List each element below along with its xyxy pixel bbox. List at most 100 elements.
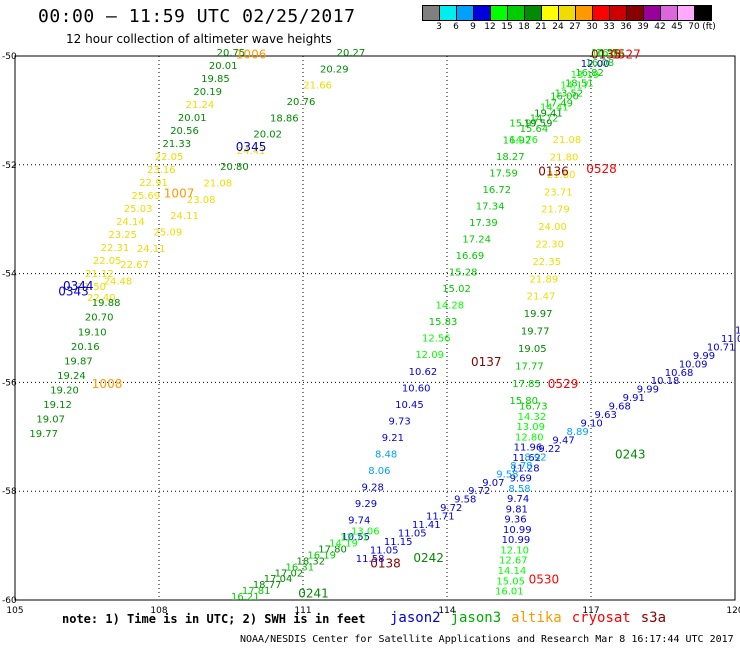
wave-height-value: 24.11 — [137, 244, 166, 255]
longitude-label: 120 — [726, 606, 740, 616]
wave-height-value: 10.71 — [707, 342, 736, 353]
wave-height-value: 9.99 — [637, 385, 659, 396]
longitude-label: 117 — [582, 606, 599, 616]
latitude-label: -54 — [2, 270, 17, 280]
wave-height-value: 11.15 — [384, 537, 413, 548]
color-scale-legend — [422, 5, 712, 21]
pass-time-label: 0343 — [58, 284, 89, 298]
wave-height-value: 9.99 — [693, 351, 715, 362]
legend-label: 27 — [569, 22, 581, 32]
wave-height-value: 16.31 — [286, 562, 315, 573]
wave-height-value: 9.07 — [482, 478, 504, 489]
pass-time-label: 0344 — [63, 279, 94, 293]
wave-height-value: 19.05 — [518, 344, 547, 355]
wave-height-value: 19.88 — [92, 298, 121, 309]
wave-height-value: 9.22 — [538, 444, 560, 455]
pass-time-label: 0530 — [529, 573, 560, 587]
pass-time-label: 0241 — [298, 586, 329, 600]
wave-height-value: 24.48 — [104, 276, 133, 287]
wave-height-value: 22.30 — [535, 239, 564, 250]
wave-height-value: 11.62 — [512, 453, 541, 464]
wave-height-value: 12.71 — [340, 533, 369, 544]
wave-height-value: 10.99 — [502, 535, 531, 546]
latitude-label: -58 — [2, 487, 17, 497]
satellite-legend: jason2 jason3 altika cryosat s3a — [390, 610, 676, 626]
wave-height-value: 17.49 — [544, 99, 573, 110]
wave-height-value: 18.51 — [565, 78, 594, 89]
wave-height-value: 21.08 — [553, 135, 582, 146]
wave-height-value: 17.04 — [264, 574, 293, 585]
wave-height-value: 19.87 — [64, 356, 93, 367]
wave-height-value: 25.03 — [124, 204, 153, 215]
wave-height-value: 8.58 — [508, 484, 530, 495]
longitude-label: 108 — [150, 606, 167, 616]
wave-height-value: 9.81 — [506, 504, 528, 515]
wave-height-value: 23.71 — [544, 187, 573, 198]
wave-height-value: 9.73 — [388, 416, 410, 427]
wave-height-value: 19.41 — [534, 109, 563, 120]
pass-time-label: 0136 — [538, 165, 569, 179]
wave-height-value: 8.92 — [524, 452, 546, 463]
wave-height-value: 16.72 — [483, 185, 512, 196]
wave-height-value: 9.10 — [581, 419, 603, 430]
wave-height-value: 21.12 — [85, 269, 114, 280]
map-title: 00:00 – 11:59 UTC 02/25/2017 — [38, 6, 356, 27]
wave-height-value: 11.41 — [412, 520, 441, 531]
wave-height-value: 21.89 — [530, 274, 559, 285]
pass-time-label: 1007 — [164, 186, 195, 200]
wave-height-value: 17.24 — [462, 234, 491, 245]
wave-height-value: 23.25 — [108, 230, 137, 241]
wave-height-value: 17.39 — [469, 218, 498, 229]
wave-height-value: 20.80 — [220, 162, 249, 173]
wave-height-value: 20.75 — [217, 48, 246, 59]
longitude-label: 105 — [6, 606, 23, 616]
satellite-cryosat: cryosat — [571, 610, 631, 626]
wave-height-value: 16.01 — [495, 587, 524, 598]
wave-height-value: 16.00 — [550, 92, 579, 103]
wave-height-value: 17.34 — [476, 201, 505, 212]
wave-height-value: 15.05 — [496, 576, 525, 587]
wave-height-value: 16.92 — [503, 135, 532, 146]
wave-height-value: 14.28 — [435, 301, 464, 312]
wave-height-value: 13.06 — [351, 527, 380, 538]
wave-height-value: 9.47 — [552, 435, 574, 446]
legend-label: 15 — [501, 22, 513, 32]
wave-height-value: 16.69 — [456, 251, 485, 262]
wave-height-value: 15.28 — [449, 268, 478, 279]
latitude-label: -56 — [2, 378, 17, 388]
satellite-altika: altika — [511, 610, 562, 626]
wave-height-value: 11.05 — [398, 529, 427, 540]
wave-height-value: 15.02 — [442, 284, 471, 295]
wave-height-value: 22.05 — [155, 152, 184, 163]
wave-height-value: 10.68 — [665, 368, 694, 379]
wave-height-value: 14.41 — [540, 102, 569, 113]
wave-height-value: 15.64 — [520, 124, 549, 135]
wave-height-value: 22.91 — [139, 178, 168, 189]
wave-height-value: 9.58 — [454, 495, 476, 506]
pass-time-label: 0345 — [236, 140, 267, 154]
legend-swatch — [694, 5, 712, 21]
wave-height-value: 10.99 — [503, 525, 532, 536]
wave-height-value: 10.09 — [679, 359, 708, 370]
wave-height-value: 11.96 — [514, 443, 543, 454]
longitude-label: 111 — [294, 606, 311, 616]
wave-height-value: 20.02 — [253, 130, 282, 141]
wave-height-value: 9.58 — [496, 469, 518, 480]
pass-time-label: 0527 — [610, 48, 641, 62]
wave-height-value: 21.08 — [203, 179, 232, 190]
wave-height-value: 12.67 — [499, 556, 528, 567]
wave-height-value: 17.80 — [318, 545, 347, 556]
wave-height-value: 21.47 — [527, 292, 556, 303]
wave-height-value: 15.83 — [429, 317, 458, 328]
wave-height-value: 21.80 — [547, 170, 576, 181]
units-note: note: 1) Time is in UTC; 2) SWH is in fe… — [62, 612, 366, 626]
wave-height-value: 21.80 — [550, 152, 579, 163]
wave-height-value: 19.77 — [29, 429, 58, 440]
wave-height-value: 8.78 — [510, 461, 532, 472]
wave-height-value: 16.19 — [307, 550, 336, 561]
wave-height-value: 16.56 — [591, 48, 620, 59]
wave-height-value: 9.68 — [609, 402, 631, 413]
wave-height-value: 17.02 — [275, 568, 304, 579]
legend-label: 18 — [518, 22, 530, 32]
